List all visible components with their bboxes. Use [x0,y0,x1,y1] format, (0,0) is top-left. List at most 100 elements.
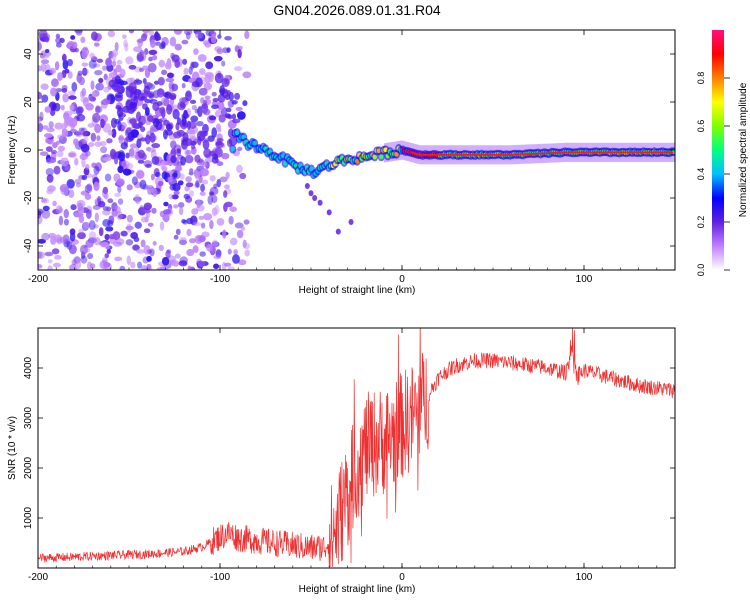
signal-blob [127,131,136,141]
noise-blob [105,57,113,67]
noise-blob [47,265,53,270]
ridge-peak-line [410,151,674,156]
noise-blob [233,249,238,255]
noise-blob [61,128,69,138]
noise-blob [72,138,79,146]
noise-blob [244,249,250,257]
x-tick-label: 100 [576,274,593,285]
noise-blob [211,239,218,248]
noise-blob [197,54,207,62]
noise-blob [74,157,79,166]
ridge-core [372,154,377,160]
noise-blob [131,176,138,186]
noise-blob [211,91,217,97]
noise-blob [102,99,111,105]
noise-blob [147,147,157,153]
noise-blob [81,174,88,181]
y-tick-label: 40 [23,48,34,60]
noise-blob [186,248,195,257]
colorbar-label: Normalized spectral amplitude [738,82,749,217]
noise-blob [143,202,152,211]
signal-blob [128,82,137,92]
noise-blob [199,68,206,75]
noise-blob [76,113,86,122]
noise-blob [103,262,112,270]
noise-blob [38,38,41,46]
noise-blob [165,250,171,259]
colorbar-tick-label: 0.6 [696,120,706,133]
noise-blob [107,198,114,204]
noise-blob [117,198,124,205]
noise-blob [62,93,70,103]
ridge-core [252,140,257,146]
noise-blob [224,184,230,189]
noise-blob [143,228,151,234]
noise-blob [75,130,83,138]
noise-blob [227,248,232,255]
noise-blob [71,259,77,266]
noise-blob [136,249,145,254]
noise-blob [63,209,69,219]
noise-blob [82,67,88,76]
noise-blob [242,71,252,79]
noise-blob [114,205,121,215]
signal-blob [114,75,121,85]
noise-blob [237,259,247,266]
noise-blob [234,222,244,229]
signal-blob [157,76,165,86]
noise-blob [206,244,213,252]
noise-blob [170,140,177,149]
noise-blob [100,146,108,154]
spectrogram-x-ticks: -200 -100 0 100 [28,30,676,285]
noise-blob [195,121,204,127]
snr-plot-area [38,328,675,568]
noise-blob [111,49,119,57]
signal-blob [177,101,186,111]
noise-blob [96,135,101,142]
noise-blob [114,192,122,197]
noise-blob [58,206,63,214]
noise-blob [211,194,218,204]
noise-blob [200,161,208,167]
noise-blob [172,260,180,267]
noise-blob [144,68,151,79]
noise-blob [55,140,61,145]
noise-blob [116,59,123,65]
noise-blob [69,128,77,133]
noise-blob [125,225,134,231]
noise-blob [192,245,199,253]
noise-blob [173,190,180,196]
noise-blob [60,104,65,111]
signal-blob [135,111,142,122]
noise-blob [157,180,164,187]
noise-blob [95,106,103,113]
noise-blob [67,71,73,79]
noise-blob [175,165,182,172]
snr-x-ticks: -200 -100 0 100 [28,328,676,583]
noise-blob [107,220,114,227]
noise-blob [186,228,192,237]
noise-blob [179,239,187,246]
signal-blob [219,84,225,96]
noise-blob [86,261,92,270]
noise-blob [85,209,92,219]
noise-blob [38,118,41,124]
signal-blob [142,77,147,85]
noise-blob [52,262,61,268]
noise-blob [88,237,94,244]
noise-blob [68,95,77,100]
noise-blob [142,30,150,34]
noise-blob [125,239,134,246]
noise-blob [132,244,140,251]
noise-blob [173,234,179,240]
noise-blob [87,95,93,101]
noise-blob [242,242,251,250]
noise-blob [78,127,85,132]
noise-blob [197,260,206,268]
signal-blob [151,142,161,149]
branch-blob [304,183,310,189]
snr-marks [38,328,675,568]
noise-blob [188,66,193,75]
noise-blob [38,91,43,100]
noise-blob [41,209,51,219]
